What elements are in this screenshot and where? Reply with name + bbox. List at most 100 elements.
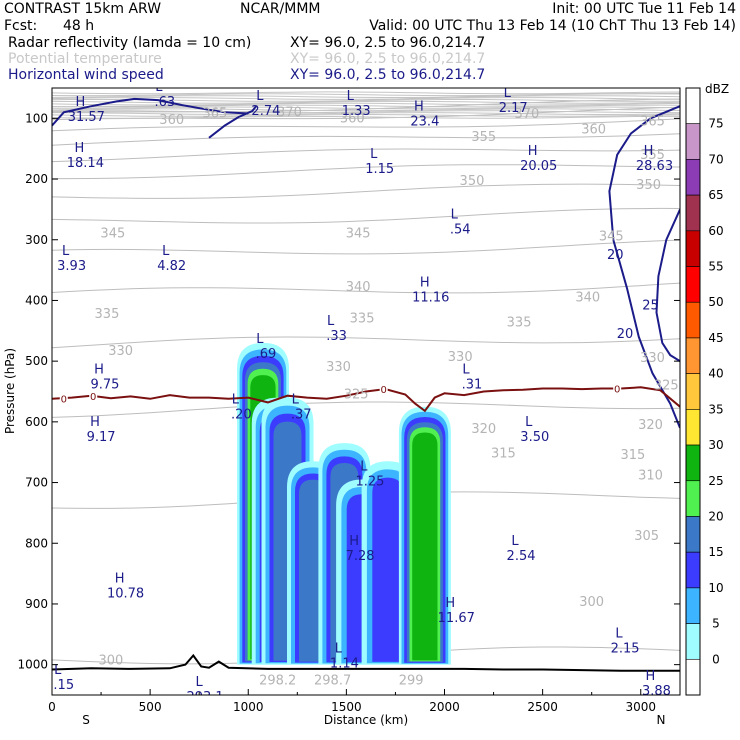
extremum-value-0: 31.57: [68, 110, 105, 125]
contour-labels: 300 300 305 310 315 315 320 320 325 325 330 330 330 3…: [53, 80, 678, 705]
theta-label-8: 325: [344, 388, 369, 403]
field-xy-reflectivity: XY= 96.0, 2.5 to 96.0,214.7: [290, 35, 485, 51]
extremum-marker-16: H: [94, 362, 104, 377]
colorbar-swatch-9: [685, 409, 701, 446]
x-tick-label-3: 1500: [331, 700, 362, 714]
colorbar: dBZ 0 5 10 15 20 25 30 35 40 45 50 55 60 65 70 75: [685, 82, 729, 696]
x-tick-label-5: 2500: [527, 700, 558, 714]
theta-label-15: 335: [350, 312, 375, 327]
extremum-value-10: .54: [450, 223, 471, 238]
colorbar-label-30: 30: [708, 438, 723, 452]
theta-label-16: 335: [507, 315, 532, 330]
freezing-level-label-0: 0: [61, 394, 67, 405]
colorbar-label-0: 0: [712, 652, 720, 666]
theta-label-30: 365: [640, 114, 665, 129]
wind-label-1: 20: [617, 327, 634, 342]
extremum-marker-20: H: [90, 415, 100, 430]
reflectivity-cell-7-band-30: [412, 432, 438, 661]
axes: Distance (km) Pressure (hPa) S N 0 500 100…: [3, 111, 680, 727]
extremum-marker-7: L: [370, 147, 378, 162]
x-tick-label-4: 2000: [429, 700, 460, 714]
extremum-marker-15: L: [256, 332, 264, 347]
x-tick-label-1: 500: [139, 700, 162, 714]
freezing-label-bg-0: [59, 393, 68, 404]
x-tick-label-0: 0: [48, 700, 56, 714]
extremum-value-25: 10.78: [107, 587, 144, 602]
freezing-level-label-3: 0: [614, 385, 620, 396]
y-tick-label-0: 100: [25, 111, 48, 125]
wind-contour-20-0: [52, 97, 249, 127]
theta-label-23: 350: [636, 178, 661, 193]
extremum-marker-22: L: [360, 459, 368, 474]
field-name-wind: Horizontal wind speed: [8, 67, 164, 83]
colorbar-swatch-4: [685, 230, 701, 267]
y-tick-label-4: 500: [25, 354, 48, 368]
model-title: CONTRAST 15km ARW: [4, 1, 161, 17]
y-tick-label-3: 400: [25, 293, 48, 307]
extremum-value-3: 1.33: [342, 104, 371, 119]
field-name-theta: Potential temperature: [8, 51, 162, 67]
colorbar-label-25: 25: [708, 474, 723, 488]
theta-label-13: 330: [640, 351, 665, 366]
theta-contour-320: [52, 282, 680, 294]
field-name-reflectivity: Radar reflectivity (lamda = 10 cm): [8, 35, 251, 51]
colorbar-label-40: 40: [708, 367, 723, 381]
extremum-marker-27: L: [615, 626, 623, 641]
extremum-value-12: 4.82: [157, 259, 186, 274]
extremum-marker-23: H: [349, 534, 359, 549]
colorbar-swatch-8: [685, 373, 701, 410]
extremum-value-26: 11.67: [438, 611, 475, 626]
extremum-value-18: .20: [231, 408, 252, 423]
colorbar-label-5: 5: [712, 617, 720, 631]
extremum-marker-21: L: [525, 415, 533, 430]
extremum-value-4: 23.4: [410, 114, 439, 129]
extremum-value-6: 18.14: [67, 156, 104, 171]
theta-label-26: 360: [159, 113, 184, 128]
theta-label-27: 360: [340, 111, 365, 126]
extremum-marker-3: L: [347, 89, 355, 104]
extremum-value-28: 1.14: [330, 657, 359, 672]
fcst-label: Fcst:: [4, 18, 37, 34]
extremum-marker-26: H: [445, 596, 455, 611]
theta-contour-310: [52, 401, 680, 418]
theta-label-12: 330: [448, 350, 473, 365]
theta-label-31: 370: [277, 105, 302, 120]
colorbar-label-20: 20: [708, 509, 723, 523]
colorbar-swatch-13: [685, 551, 701, 589]
theta-contour-upper-12: [52, 113, 680, 117]
theta-label-2: 305: [634, 529, 659, 544]
extremum-marker-28: L: [335, 642, 343, 657]
y-tick-label-2: 300: [25, 233, 48, 247]
theta-contour-355: [52, 118, 680, 132]
extremum-value-30: 293.1: [186, 690, 223, 705]
theta-contour-350: [52, 133, 680, 146]
extremum-marker-31: H: [646, 669, 656, 684]
theta-label-7: 320: [638, 418, 663, 433]
x-tick-label-6: 3000: [625, 700, 656, 714]
extremum-marker-1: L: [155, 80, 163, 95]
freezing-label-bg-3: [613, 384, 622, 395]
theta-label-18: 340: [575, 290, 600, 305]
extremum-marker-13: H: [420, 276, 430, 291]
theta-contour-upper-13: [52, 115, 680, 119]
extremum-value-5: 2.17: [499, 101, 528, 116]
extremum-marker-29: L: [54, 663, 62, 678]
extremum-marker-11: L: [62, 244, 70, 259]
surface-terrain-line: [52, 653, 680, 672]
theta-contour-325: [52, 239, 680, 255]
theta-label-28: 360: [581, 122, 606, 137]
surface-line: [52, 653, 680, 672]
surface-value-1: 298.7: [314, 674, 351, 689]
theta-contour-upper-11: [52, 112, 680, 116]
theta-contour-upper-1: [52, 93, 680, 97]
theta-label-6: 320: [471, 422, 496, 437]
wind-contour-20-2: [608, 105, 680, 429]
theta-label-21: 345: [599, 230, 624, 245]
colorbar-swatch-12: [685, 516, 701, 553]
extremum-value-13: 11.16: [412, 291, 449, 306]
plot-frame: [51, 87, 681, 696]
extremum-marker-9: H: [644, 144, 654, 159]
colorbar-label-75: 75: [708, 117, 723, 131]
freezing-level-label-2: 0: [380, 385, 386, 396]
theta-label-5: 315: [620, 448, 645, 463]
